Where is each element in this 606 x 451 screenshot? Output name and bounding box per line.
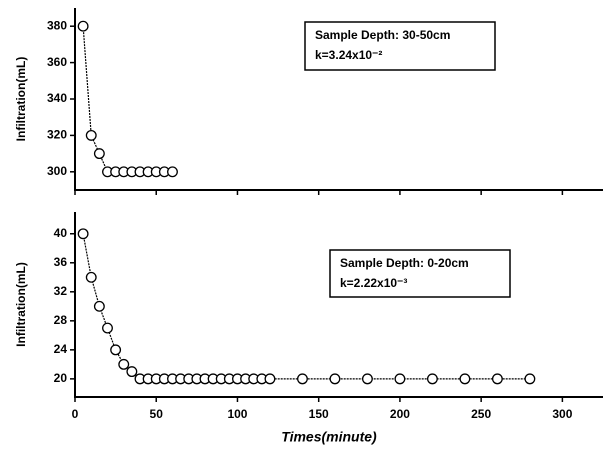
data-point xyxy=(85,271,97,283)
data-point xyxy=(264,373,276,385)
annotation-box xyxy=(329,249,511,298)
x-tick-label: 150 xyxy=(309,407,329,421)
y-tick-label: 360 xyxy=(47,55,67,69)
y-tick-label: 28 xyxy=(54,313,68,327)
y-axis-label: Infiltration(mL) xyxy=(14,262,28,347)
x-tick-label: 200 xyxy=(390,407,410,421)
data-point xyxy=(93,300,105,312)
data-point xyxy=(329,373,341,385)
y-tick-label: 380 xyxy=(47,18,67,32)
y-tick-label: 340 xyxy=(47,91,67,105)
y-tick-label: 32 xyxy=(54,284,68,298)
data-point xyxy=(459,373,471,385)
annotation-text: Sample Depth: 30-50cm xyxy=(315,28,450,42)
data-point xyxy=(361,373,373,385)
x-tick-label: 300 xyxy=(552,407,572,421)
y-tick-label: 40 xyxy=(54,226,68,240)
annotation-box xyxy=(304,21,496,71)
x-tick-label: 50 xyxy=(150,407,164,421)
y-tick-label: 300 xyxy=(47,164,67,178)
data-point xyxy=(491,373,503,385)
data-point xyxy=(426,373,438,385)
data-point xyxy=(93,148,105,160)
y-axis-label: Infiltration(mL) xyxy=(14,57,28,142)
x-tick-label: 250 xyxy=(471,407,491,421)
y-tick-label: 24 xyxy=(54,342,68,356)
annotation-text: k=2.22x10⁻³ xyxy=(340,276,407,290)
y-tick-label: 20 xyxy=(54,371,68,385)
data-point xyxy=(118,358,130,370)
data-point xyxy=(77,228,89,240)
data-point xyxy=(77,20,89,32)
y-tick-label: 320 xyxy=(47,128,67,142)
annotation-text: k=3.24x10⁻² xyxy=(315,48,382,62)
x-tick-label: 0 xyxy=(72,407,79,421)
annotation-text: Sample Depth: 0-20cm xyxy=(340,256,469,270)
data-point xyxy=(110,344,122,356)
axes xyxy=(74,212,603,398)
x-tick-label: 100 xyxy=(227,407,247,421)
data-point xyxy=(167,166,178,178)
data-point xyxy=(126,366,138,378)
data-point xyxy=(102,322,113,334)
data-point xyxy=(85,129,97,141)
x-axis-label: Times(minute) xyxy=(281,429,377,445)
data-point xyxy=(394,373,406,385)
data-point xyxy=(524,373,536,385)
data-point xyxy=(296,373,308,385)
y-tick-label: 36 xyxy=(54,255,68,269)
